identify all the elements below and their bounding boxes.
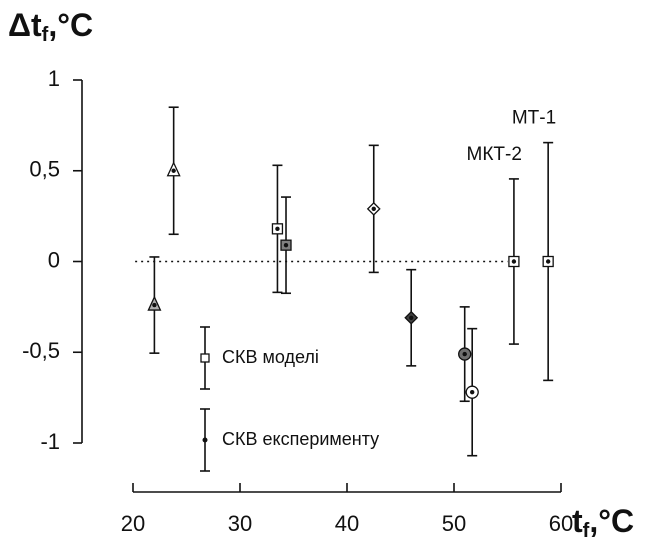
marker-dot <box>511 259 517 264</box>
x-tick-label: 50 <box>442 511 466 536</box>
point-label: МТ-1 <box>512 108 556 129</box>
marker-dot <box>283 242 289 248</box>
y-axis-title: Δtf,°C <box>8 7 93 46</box>
marker-dot <box>545 259 551 264</box>
y-tick-label: -1 <box>40 429 60 454</box>
legend-label: СКВ моделі <box>222 347 319 367</box>
point-label: МКТ-2 <box>467 144 522 165</box>
marker-dot <box>469 389 475 395</box>
x-tick-label: 30 <box>228 511 252 536</box>
x-title-sub: f <box>583 520 590 542</box>
x-tick-label: 20 <box>121 511 145 536</box>
legend-marker <box>202 437 208 443</box>
marker-dot <box>275 226 280 232</box>
x-title-tail: ,°C <box>589 503 634 539</box>
marker-dot <box>152 302 157 308</box>
legend-marker <box>200 353 210 363</box>
x-tick-label: 60 <box>549 511 573 536</box>
marker-dot <box>409 315 414 320</box>
marker-dot <box>171 168 176 173</box>
y-tick-label: 0,5 <box>29 157 60 182</box>
y-tick-label: -0,5 <box>22 338 60 363</box>
y-title-tail: ,°C <box>48 7 93 43</box>
y-title-sub: f <box>42 24 49 46</box>
y-tick-label: 0 <box>48 247 60 272</box>
marker-dot <box>371 206 376 212</box>
x-tick-label: 40 <box>335 511 359 536</box>
marker-dot <box>462 351 467 357</box>
x-title-main: t <box>572 503 583 539</box>
x-axis-title: tf,°C <box>572 503 634 542</box>
legend-label: СКВ експерименту <box>222 429 379 449</box>
y-title-main: Δt <box>8 7 42 43</box>
y-tick-label: 1 <box>48 66 60 91</box>
